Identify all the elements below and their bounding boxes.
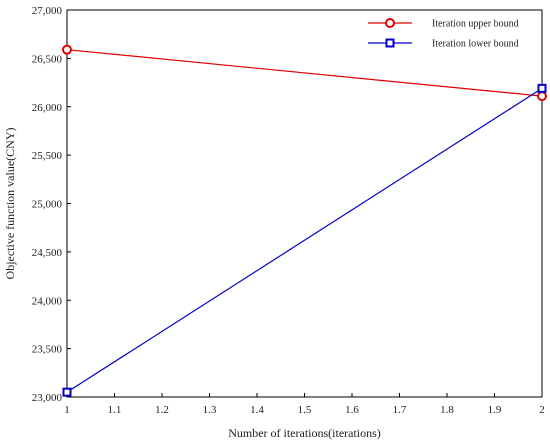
x-tick-label: 1.5: [298, 404, 312, 416]
y-tick-label: 24,000: [32, 295, 63, 307]
series-layer: [62, 44, 547, 397]
legend-label: Iteration upper bound: [432, 19, 519, 30]
legend-marker: [385, 18, 395, 28]
y-axis-title: Objective function value(CNY): [3, 128, 17, 280]
x-tick-label: 1.8: [440, 404, 454, 416]
x-tick-label: 1.2: [155, 404, 169, 416]
x-tick-label: 1.9: [488, 404, 502, 416]
y-tick-label: 24,500: [32, 247, 63, 259]
y-tick-label: 23,500: [32, 344, 63, 356]
x-tick-label: 1.6: [345, 404, 359, 416]
legend-marker: [385, 38, 395, 48]
y-tick-label: 25,000: [32, 199, 63, 211]
x-tick-label: 1.4: [250, 404, 264, 416]
legend: Iteration upper bound Iteration lower bou…: [368, 18, 519, 50]
square-marker-point: [537, 83, 547, 93]
y-tick-label: 23,000: [32, 392, 63, 404]
x-tick-label: 1: [64, 404, 70, 416]
x-axis-ticks: 1 1.1 1.2 1.3 1.4 1.5 1.6 1.7 1.8 1.9 2: [64, 393, 545, 416]
x-axis-title: Number of iterations(iterations): [228, 426, 381, 440]
y-tick-label: 27,000: [32, 5, 63, 17]
x-tick-label: 1.7: [393, 404, 407, 416]
series-line-lower-bound: [66, 87, 543, 393]
series-line-upper-bound: [66, 49, 543, 97]
y-tick-label: 26,000: [32, 102, 63, 114]
circle-marker-point: [537, 91, 547, 102]
y-tick-label: 26,500: [32, 53, 63, 65]
legend-label: Iteration lower bound: [432, 39, 519, 50]
x-tick-label: 1.3: [203, 404, 217, 416]
circle-marker-point: [62, 44, 72, 55]
y-tick-label: 25,500: [32, 150, 63, 162]
y-axis-ticks: 23,000 23,500 24,000 24,500 25,000 25,500 26,0…: [32, 5, 71, 404]
x-tick-label: 1.1: [108, 404, 122, 416]
x-tick-label: 2: [539, 404, 545, 416]
square-marker-point: [62, 387, 72, 397]
